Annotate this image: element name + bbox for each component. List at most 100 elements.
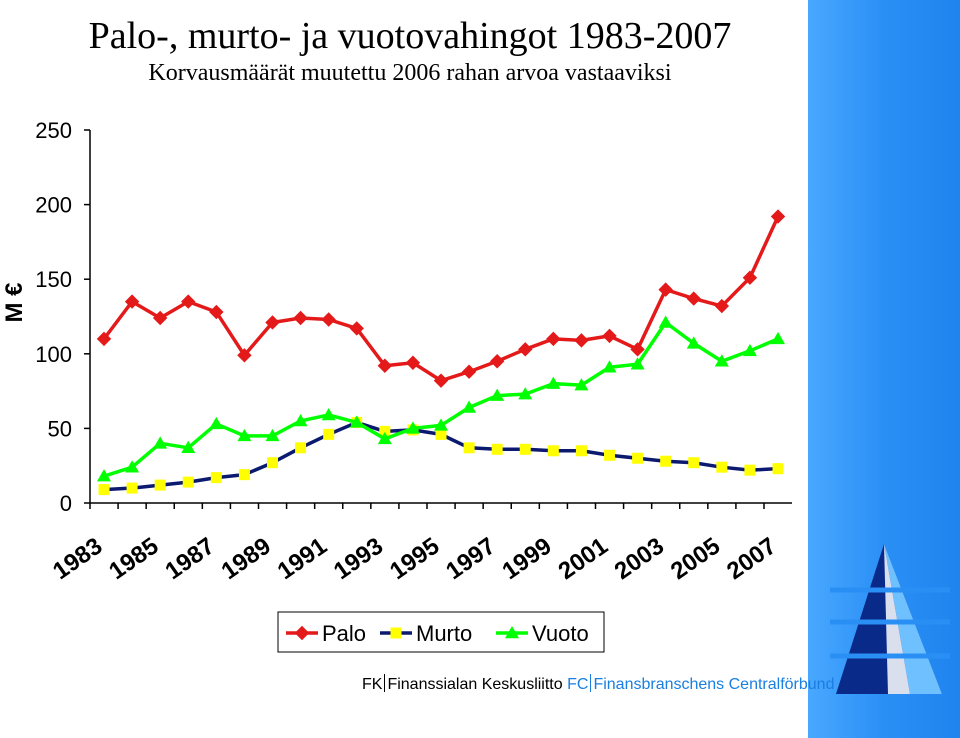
data-point: [546, 331, 561, 347]
data-point: [490, 388, 505, 401]
data-point: [379, 425, 391, 437]
data-point: [574, 333, 589, 348]
legend-marker: [294, 625, 310, 641]
fk-name: Finanssialan Keskusliitto: [387, 676, 563, 693]
data-point: [632, 452, 644, 464]
x-tick-label: 1987: [160, 532, 219, 585]
data-point: [518, 387, 533, 400]
data-point: [658, 315, 673, 328]
x-tick-label: 1999: [497, 532, 556, 585]
data-point: [237, 428, 252, 442]
data-point: [293, 310, 308, 326]
data-point: [98, 484, 110, 496]
data-point: [405, 421, 420, 434]
data-point: [323, 428, 335, 440]
data-point: [546, 376, 561, 389]
x-tick-label: 1995: [385, 532, 444, 585]
y-tick-label: 0: [60, 491, 72, 516]
chart-subtitle: Korvausmäärät muutettu 2006 rahan arvoa …: [148, 60, 672, 86]
data-point: [126, 482, 138, 494]
data-point: [238, 469, 250, 481]
y-tick-label: 100: [35, 342, 72, 367]
data-point: [463, 442, 475, 454]
legend-label: Palo: [322, 621, 366, 646]
chart-title: Palo-, murto- ja vuotovahingot 1983-2007: [88, 15, 732, 57]
chart-legend: Palo Murto Vuoto: [277, 611, 605, 653]
legend-box: [277, 611, 605, 653]
x-tick-label: 1991: [273, 532, 332, 585]
data-point: [209, 416, 224, 430]
data-point: [210, 472, 222, 484]
data-point: [574, 378, 589, 391]
data-point: [658, 282, 673, 297]
data-point: [716, 461, 728, 473]
data-point: [744, 464, 756, 476]
x-tick-label: 1985: [104, 532, 163, 585]
data-point: [742, 343, 757, 357]
series-vuoto: [97, 315, 785, 482]
data-point: [686, 291, 701, 306]
fk-abbrev: FK: [362, 676, 383, 693]
data-point: [630, 342, 645, 357]
y-tick-label: 200: [35, 193, 72, 218]
data-point: [575, 445, 587, 457]
y-tick-label: 150: [35, 267, 72, 292]
data-point: [771, 331, 785, 345]
y-tick-label: 250: [35, 118, 72, 143]
data-point: [209, 304, 224, 320]
data-point: [293, 413, 308, 427]
data-point: [489, 354, 505, 369]
x-tick-label: 2001: [554, 532, 613, 585]
data-point: [491, 443, 503, 455]
data-point: [462, 400, 477, 413]
series-line: [102, 215, 780, 383]
data-point: [124, 294, 140, 309]
data-point: [433, 373, 449, 388]
data-point: [770, 209, 786, 224]
x-tick-label: 1993: [329, 532, 388, 585]
data-point: [604, 449, 615, 461]
x-tick-label: 2003: [610, 532, 669, 585]
y-axis-label: M €: [1, 282, 28, 322]
data-point: [267, 457, 278, 469]
series-palo: [96, 209, 786, 388]
data-point: [321, 407, 336, 421]
data-point: [321, 312, 336, 327]
fc-name: Finansbranschens Centralförbund: [593, 676, 835, 693]
data-point: [660, 455, 672, 467]
data-point: [349, 321, 364, 336]
data-point: [181, 440, 196, 454]
data-point: [154, 479, 166, 491]
data-point: [602, 360, 617, 373]
data-point: [434, 418, 448, 431]
data-point: [377, 358, 393, 373]
data-point: [265, 315, 280, 330]
data-point: [518, 342, 533, 357]
data-point: [547, 445, 559, 457]
data-point: [181, 294, 196, 309]
x-tick-label: 2005: [666, 532, 725, 585]
data-point: [97, 469, 111, 482]
data-point: [295, 442, 307, 454]
data-point: [237, 348, 252, 363]
data-point: [688, 457, 700, 469]
y-tick-label: 50: [48, 416, 72, 441]
data-point: [714, 298, 730, 314]
data-point: [602, 328, 617, 344]
fc-abbrev: FC: [567, 676, 589, 693]
x-tick-label: 1989: [217, 532, 276, 585]
data-point: [519, 443, 531, 455]
legend-marker: [505, 626, 519, 639]
x-tick-label: 1997: [441, 532, 500, 585]
series-line: [103, 320, 779, 478]
x-tick-label: 1983: [48, 532, 107, 585]
data-point: [714, 354, 729, 367]
legend-label: Murto: [416, 621, 472, 646]
data-point: [182, 476, 194, 488]
data-point: [405, 355, 421, 370]
data-point: [377, 431, 392, 445]
data-point: [125, 460, 140, 473]
data-point: [435, 428, 447, 440]
pyramid-logo: [830, 544, 950, 694]
